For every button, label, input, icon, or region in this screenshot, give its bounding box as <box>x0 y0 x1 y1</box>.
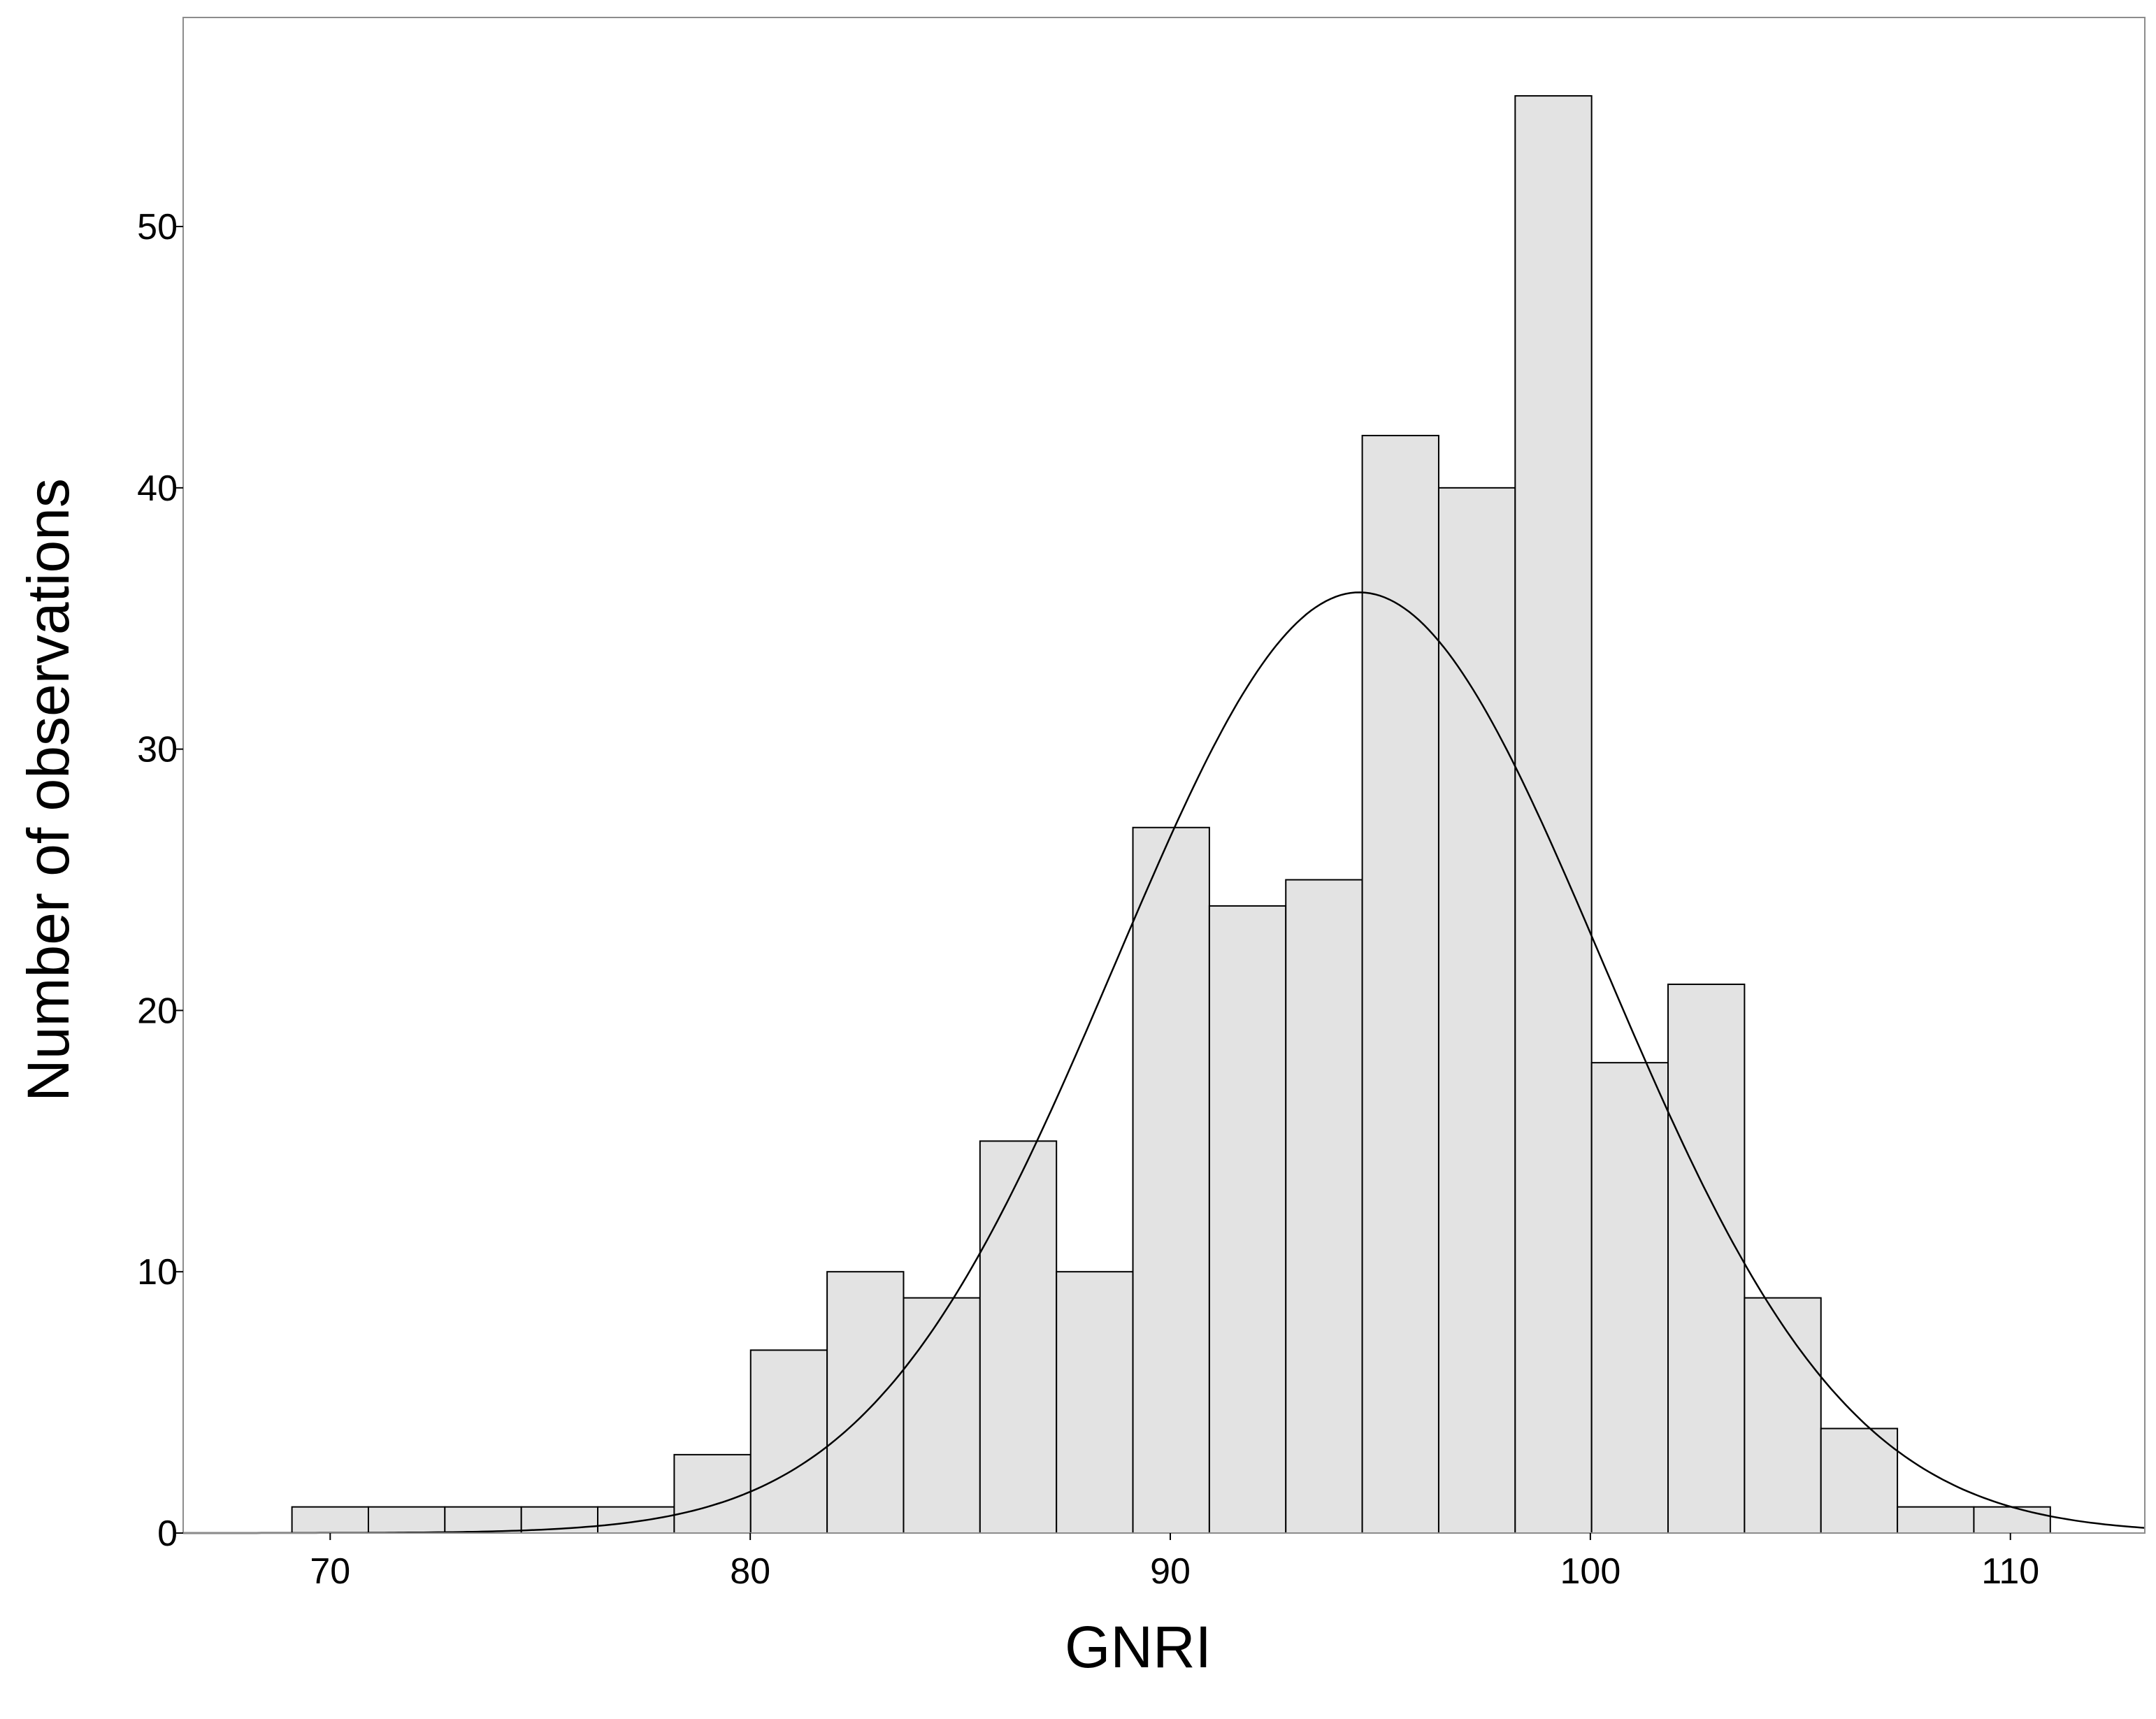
normal-distribution-curve <box>183 591 2146 1534</box>
x-tick-label-90: 90 <box>1150 1551 1191 1592</box>
y-tick-label-40: 40 <box>137 468 178 509</box>
y-tick-label-0: 0 <box>157 1513 178 1554</box>
histogram-bar-17 <box>1590 1062 1669 1534</box>
histogram-bar-12 <box>1208 905 1287 1534</box>
histogram-bar-18 <box>1667 984 1746 1534</box>
histogram-bar-5 <box>673 1453 752 1534</box>
histogram-bar-1 <box>367 1506 446 1534</box>
histogram-bar-21 <box>1897 1506 1975 1534</box>
histogram-bar-15 <box>1437 487 1516 1534</box>
y-tick-label-10: 10 <box>137 1252 178 1293</box>
histogram-bar-13 <box>1285 879 1363 1534</box>
histogram-bar-16 <box>1514 95 1593 1534</box>
y-tick-label-30: 30 <box>137 730 178 770</box>
histogram-bars <box>291 95 2051 1534</box>
histogram-bar-8 <box>903 1297 981 1534</box>
x-tick-label-70: 70 <box>310 1551 350 1592</box>
histogram-bar-11 <box>1132 826 1210 1534</box>
x-axis-title: GNRI <box>1065 1614 1212 1680</box>
histogram-bar-14 <box>1361 435 1439 1534</box>
x-axis: 70 80 90 100 110 <box>310 1533 2039 1592</box>
x-tick-label-100: 100 <box>1560 1551 1620 1592</box>
histogram-bar-10 <box>1056 1271 1134 1534</box>
histogram-bar-19 <box>1744 1297 1822 1534</box>
histogram-bar-22 <box>1973 1506 2051 1534</box>
histogram-bar-2 <box>444 1506 522 1534</box>
y-axis-title: Number of observations <box>15 478 81 1102</box>
histogram-bar-4 <box>597 1506 675 1534</box>
x-tick-label-110: 110 <box>1981 1551 2039 1592</box>
histogram-bar-0 <box>291 1506 369 1534</box>
y-axis: 0 10 20 30 40 50 <box>137 207 183 1554</box>
y-tick-label-20: 20 <box>137 991 178 1031</box>
y-tick-label-50: 50 <box>137 207 178 247</box>
x-tick-label-80: 80 <box>730 1551 770 1592</box>
histogram-bar-9 <box>979 1140 1058 1534</box>
histogram-bar-20 <box>1820 1427 1899 1534</box>
histogram-bar-7 <box>826 1271 905 1534</box>
plot-frame <box>182 17 2146 1534</box>
histogram-bar-6 <box>749 1349 828 1534</box>
